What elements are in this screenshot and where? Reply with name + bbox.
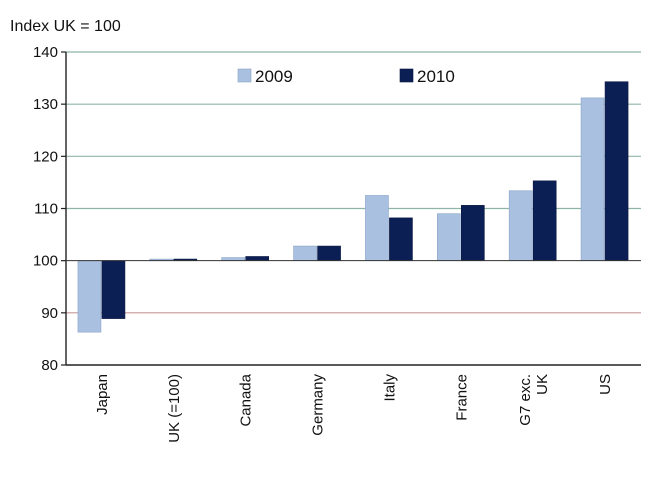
y-tick-label: 90 [41, 305, 58, 322]
y-axis-ticks: 80 90 100 110 120 130 140 [33, 44, 58, 374]
category-label: France [453, 374, 470, 421]
bar-2010 [245, 256, 269, 261]
legend-label-2010: 2010 [417, 67, 455, 86]
bar-2009 [293, 245, 317, 261]
y-tick-label: 120 [33, 148, 58, 165]
bar-2010 [101, 260, 126, 319]
y-tick-label: 140 [33, 44, 58, 61]
y-axis-unit-label: Index UK = 100 [10, 18, 121, 35]
y-tick-label: 100 [33, 253, 58, 270]
bar-2010 [532, 180, 557, 261]
legend-label-2009: 2009 [255, 67, 293, 86]
legend: 2009 2010 [237, 67, 455, 86]
category-labels: Japan UK (=100) Canada Germany Italy France G7… [94, 373, 614, 442]
bar-2009 [508, 190, 533, 261]
bar-2009 [580, 97, 605, 261]
bar-2009 [437, 213, 461, 261]
category-label: G7 exc.UK [517, 374, 551, 426]
y-tick-label: 130 [33, 96, 58, 113]
category-label: Japan [94, 374, 111, 415]
bars [77, 81, 629, 333]
bar-2010 [389, 217, 413, 261]
category-label: US [597, 374, 614, 395]
bar-2010 [604, 81, 629, 261]
bar-2009 [77, 260, 102, 333]
category-label: Canada [238, 373, 255, 426]
bar-2010 [461, 205, 485, 261]
category-label: Italy [381, 374, 398, 402]
legend-swatch-2009 [237, 68, 252, 83]
legend-swatch-2010 [399, 68, 414, 83]
y-tick-label: 110 [34, 201, 58, 218]
y-tick-label: 80 [41, 357, 58, 374]
bar-2010 [317, 245, 341, 261]
category-label: Germany [310, 374, 327, 436]
bar-2009 [365, 195, 389, 261]
category-label: UK (=100) [166, 374, 183, 443]
axes [61, 51, 641, 366]
